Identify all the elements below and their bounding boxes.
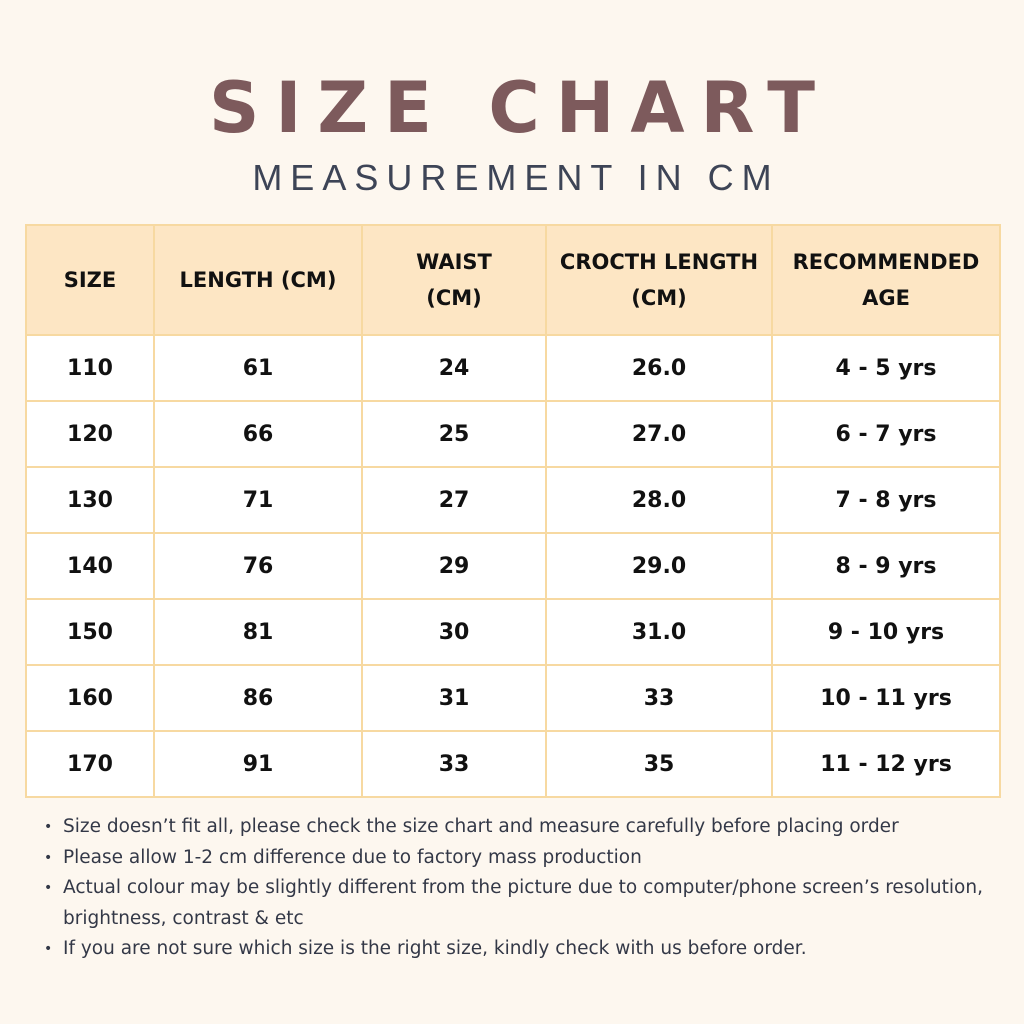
table-row: 130 71 27 28.0 7 - 8 yrs xyxy=(25,466,1001,534)
cell-age: 4 - 5 yrs xyxy=(771,334,1001,402)
cell-waist: 31 xyxy=(361,664,547,732)
page-subtitle: MEASUREMENT IN CM xyxy=(252,157,780,198)
cell-waist: 27 xyxy=(361,466,547,534)
table-row: 120 66 25 27.0 6 - 7 yrs xyxy=(25,400,1001,468)
table-header-row: SIZE LENGTH (CM) WAIST (CM) CROCTH LENGT… xyxy=(25,224,1001,336)
cell-age: 7 - 8 yrs xyxy=(771,466,1001,534)
header-crotch-length: CROCTH LENGTH (CM) xyxy=(545,224,773,336)
cell-waist: 24 xyxy=(361,334,547,402)
header-waist: WAIST (CM) xyxy=(361,224,547,336)
table-row: 150 81 30 31.0 9 - 10 yrs xyxy=(25,598,1001,666)
cell-size: 120 xyxy=(25,400,155,468)
note-text: Actual colour may be slightly different … xyxy=(63,877,983,929)
notes-list: • Size doesn’t fit all, please check the … xyxy=(44,812,1014,965)
list-item: • Please allow 1-2 cm difference due to f… xyxy=(44,843,1014,874)
bullet-icon: • xyxy=(44,819,53,835)
cell-length: 66 xyxy=(153,400,363,468)
cell-age: 8 - 9 yrs xyxy=(771,532,1001,600)
bullet-icon: • xyxy=(44,941,53,957)
cell-size: 130 xyxy=(25,466,155,534)
cell-waist: 29 xyxy=(361,532,547,600)
cell-crotch-length: 26.0 xyxy=(545,334,773,402)
cell-crotch-length: 28.0 xyxy=(545,466,773,534)
cell-crotch-length: 27.0 xyxy=(545,400,773,468)
cell-length: 76 xyxy=(153,532,363,600)
header-size: SIZE xyxy=(25,224,155,336)
cell-age: 9 - 10 yrs xyxy=(771,598,1001,666)
list-item: • Size doesn’t fit all, please check the … xyxy=(44,812,1014,843)
cell-waist: 30 xyxy=(361,598,547,666)
cell-crotch-length: 31.0 xyxy=(545,598,773,666)
table-row: 160 86 31 33 10 - 11 yrs xyxy=(25,664,1001,732)
bullet-icon: • xyxy=(44,849,53,866)
note-text: Size doesn’t fit all, please check the s… xyxy=(63,816,899,837)
table-row: 110 61 24 26.0 4 - 5 yrs xyxy=(25,334,1001,402)
cell-length: 71 xyxy=(153,466,363,534)
bullet-icon: • xyxy=(44,880,53,896)
cell-crotch-length: 29.0 xyxy=(545,532,773,600)
cell-length: 81 xyxy=(153,598,363,666)
cell-length: 61 xyxy=(153,334,363,402)
cell-size: 170 xyxy=(25,730,155,798)
list-item: • Actual colour may be slightly different… xyxy=(44,873,1014,934)
cell-waist: 25 xyxy=(361,400,547,468)
header-length: LENGTH (CM) xyxy=(153,224,363,336)
page-title: SIZE CHART xyxy=(208,67,832,149)
size-table: SIZE LENGTH (CM) WAIST (CM) CROCTH LENGT… xyxy=(25,224,1001,798)
cell-length: 91 xyxy=(153,730,363,798)
table-row: 140 76 29 29.0 8 - 9 yrs xyxy=(25,532,1001,600)
cell-crotch-length: 35 xyxy=(545,730,773,798)
cell-waist: 33 xyxy=(361,730,547,798)
cell-crotch-length: 33 xyxy=(545,664,773,732)
note-text: If you are not sure which size is the ri… xyxy=(63,938,807,959)
cell-size: 110 xyxy=(25,334,155,402)
cell-age: 11 - 12 yrs xyxy=(771,730,1001,798)
cell-size: 140 xyxy=(25,532,155,600)
cell-size: 150 xyxy=(25,598,155,666)
cell-age: 6 - 7 yrs xyxy=(771,400,1001,468)
cell-age: 10 - 11 yrs xyxy=(771,664,1001,732)
list-item: • If you are not sure which size is the r… xyxy=(44,934,1014,965)
cell-size: 160 xyxy=(25,664,155,732)
header-recommended-age: RECOMMENDED AGE xyxy=(771,224,1001,336)
cell-length: 86 xyxy=(153,664,363,732)
table-row: 170 91 33 35 11 - 12 yrs xyxy=(25,730,1001,798)
note-text: Please allow 1-2 cm difference due to fa… xyxy=(63,846,642,868)
